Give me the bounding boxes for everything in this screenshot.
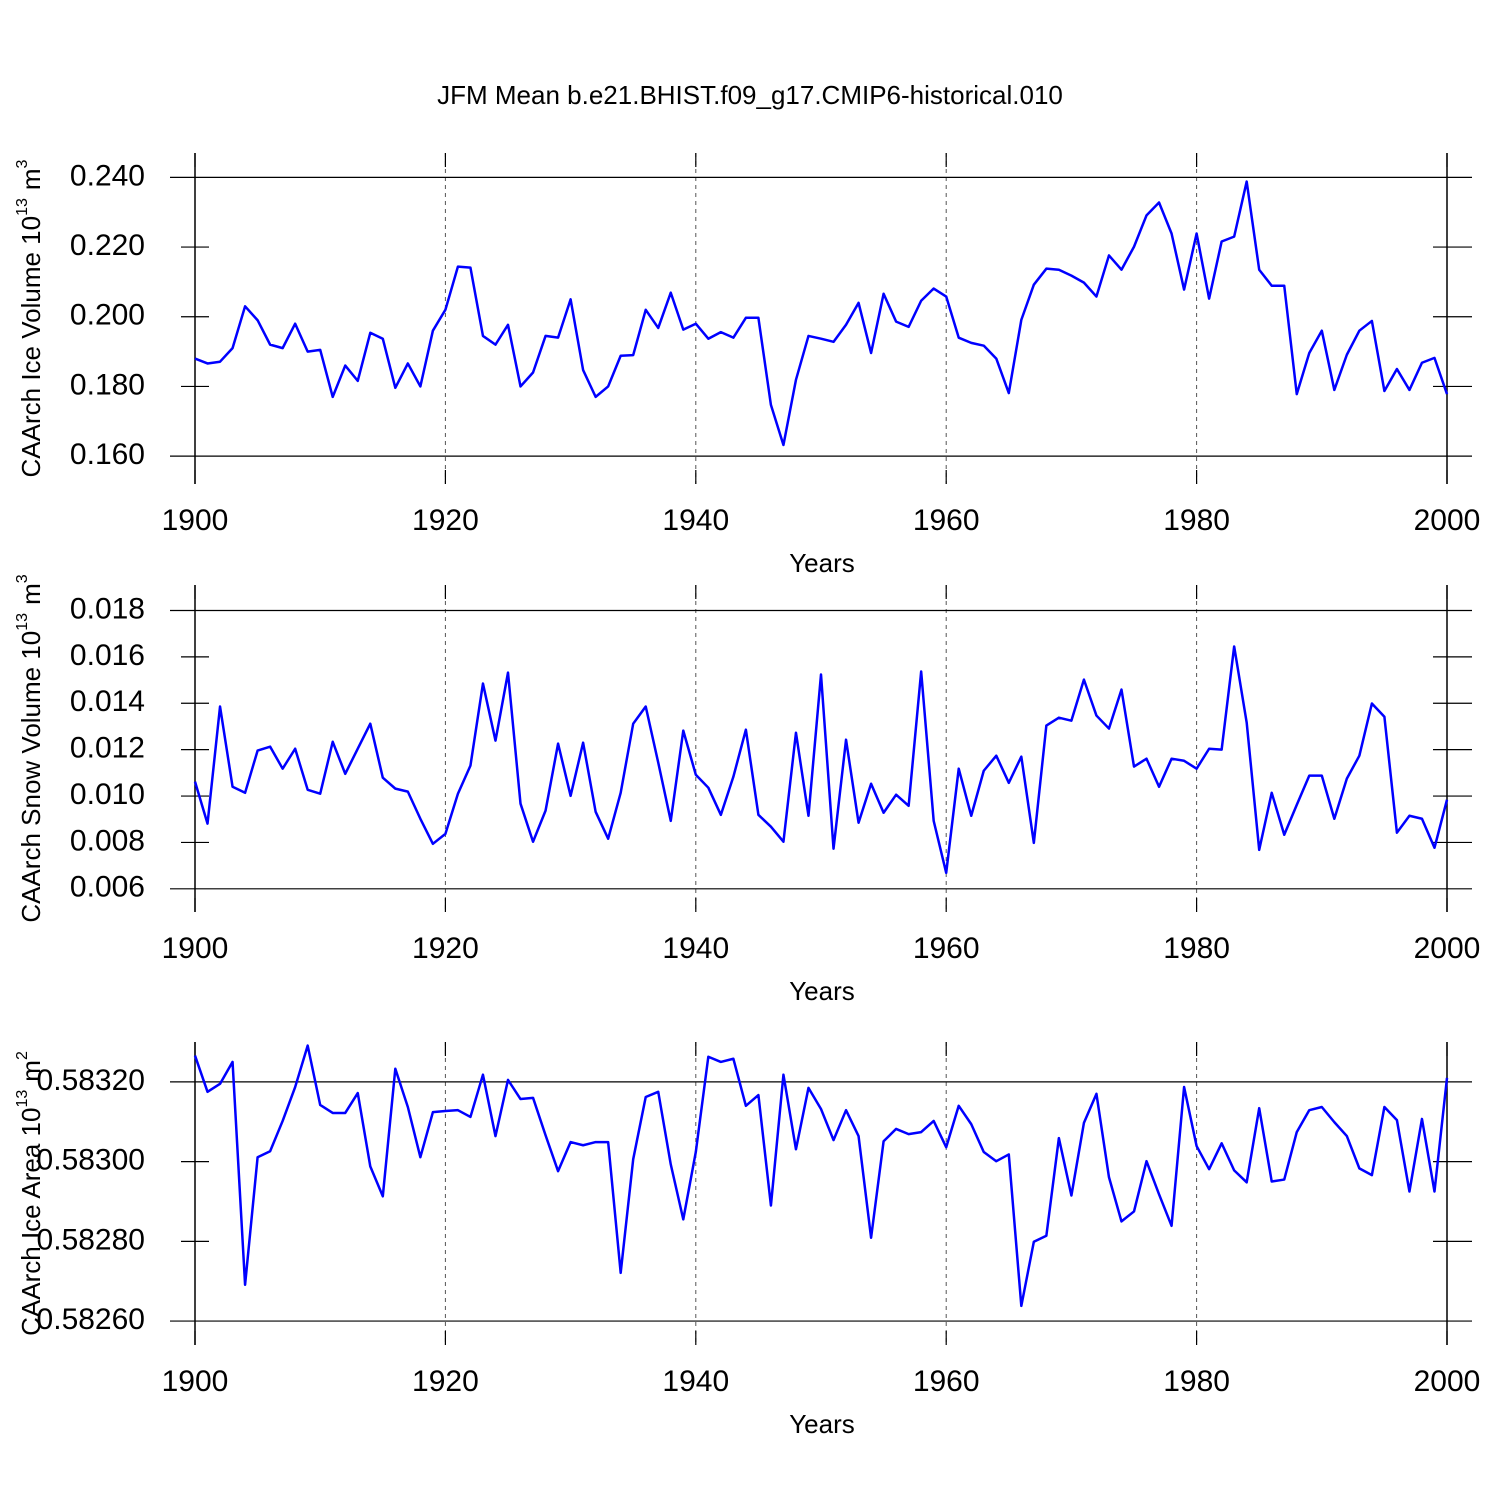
x-axis-label: Years	[789, 548, 855, 578]
y-tick-label: 0.58280	[37, 1223, 145, 1256]
x-axis-label: Years	[789, 1409, 855, 1439]
data-line	[194, 180, 1449, 447]
y-tick-label: 0.006	[70, 871, 145, 904]
y-tick-label: 0.240	[70, 159, 145, 192]
y-axis-label-part: m	[16, 1060, 46, 1082]
y-tick-label: 0.014	[70, 685, 145, 718]
y-tick-label: 0.010	[70, 778, 145, 811]
y-axis-label-part: 3	[14, 159, 31, 168]
x-axis-label: Years	[789, 976, 855, 1006]
x-tick-label: 1900	[162, 932, 229, 965]
x-tick-label: 1980	[1163, 504, 1230, 537]
y-axis-label-part: CAArch Snow Volume 10	[16, 631, 46, 923]
y-axis-label-part: CAArch Ice Volume 10	[16, 216, 46, 478]
y-tick-label: 0.58300	[37, 1144, 145, 1177]
y-axis-label-part: 2	[14, 1051, 31, 1060]
y-axis-label-part: 13	[14, 198, 31, 216]
y-tick-label: 0.160	[70, 438, 145, 471]
x-tick-label: 1920	[412, 1365, 479, 1398]
y-tick-label: 0.200	[70, 299, 145, 332]
x-tick-label: 1960	[913, 504, 980, 537]
x-tick-label: 1980	[1163, 1365, 1230, 1398]
y-tick-label: 0.016	[70, 639, 145, 672]
x-tick-label: 1900	[162, 1365, 229, 1398]
x-tick-label: 2000	[1414, 932, 1481, 965]
x-tick-label: 1900	[162, 504, 229, 537]
y-axis-label: CAArch Ice Volume 1013 m3	[14, 159, 46, 477]
x-tick-label: 1960	[913, 932, 980, 965]
y-axis-label-part: 13	[14, 1090, 31, 1108]
data-line	[193, 645, 1449, 875]
y-tick-label: 0.008	[70, 824, 145, 857]
y-tick-label: 0.012	[70, 732, 145, 765]
x-tick-label: 1960	[913, 1365, 980, 1398]
y-tick-label: 0.58260	[37, 1303, 145, 1336]
y-tick-label: 0.180	[70, 368, 145, 401]
y-axis-label: CAArch Snow Volume 1013 m3	[14, 574, 46, 922]
y-axis-label-part: 3	[14, 574, 31, 583]
x-tick-label: 1920	[412, 504, 479, 537]
y-axis-label-part: m	[16, 168, 46, 190]
y-axis-label-part: CAArch Ice Area 10	[16, 1108, 46, 1336]
y-axis-label-part: m	[16, 583, 46, 605]
x-tick-label: 1980	[1163, 932, 1230, 965]
x-tick-label: 1940	[662, 932, 729, 965]
x-tick-label: 1940	[662, 1365, 729, 1398]
y-tick-label: 0.58320	[37, 1064, 145, 1097]
x-tick-label: 1920	[412, 932, 479, 965]
y-axis-label: CAArch Ice Area 1013 m2	[14, 1051, 46, 1336]
y-axis-label-part: 13	[14, 613, 31, 631]
x-tick-label: 1940	[662, 504, 729, 537]
x-tick-label: 2000	[1414, 1365, 1481, 1398]
figure-title: JFM Mean b.e21.BHIST.f09_g17.CMIP6-histo…	[437, 80, 1063, 110]
x-tick-label: 2000	[1414, 504, 1481, 537]
data-line	[193, 1044, 1449, 1308]
y-tick-label: 0.018	[70, 592, 145, 625]
y-tick-label: 0.220	[70, 229, 145, 262]
